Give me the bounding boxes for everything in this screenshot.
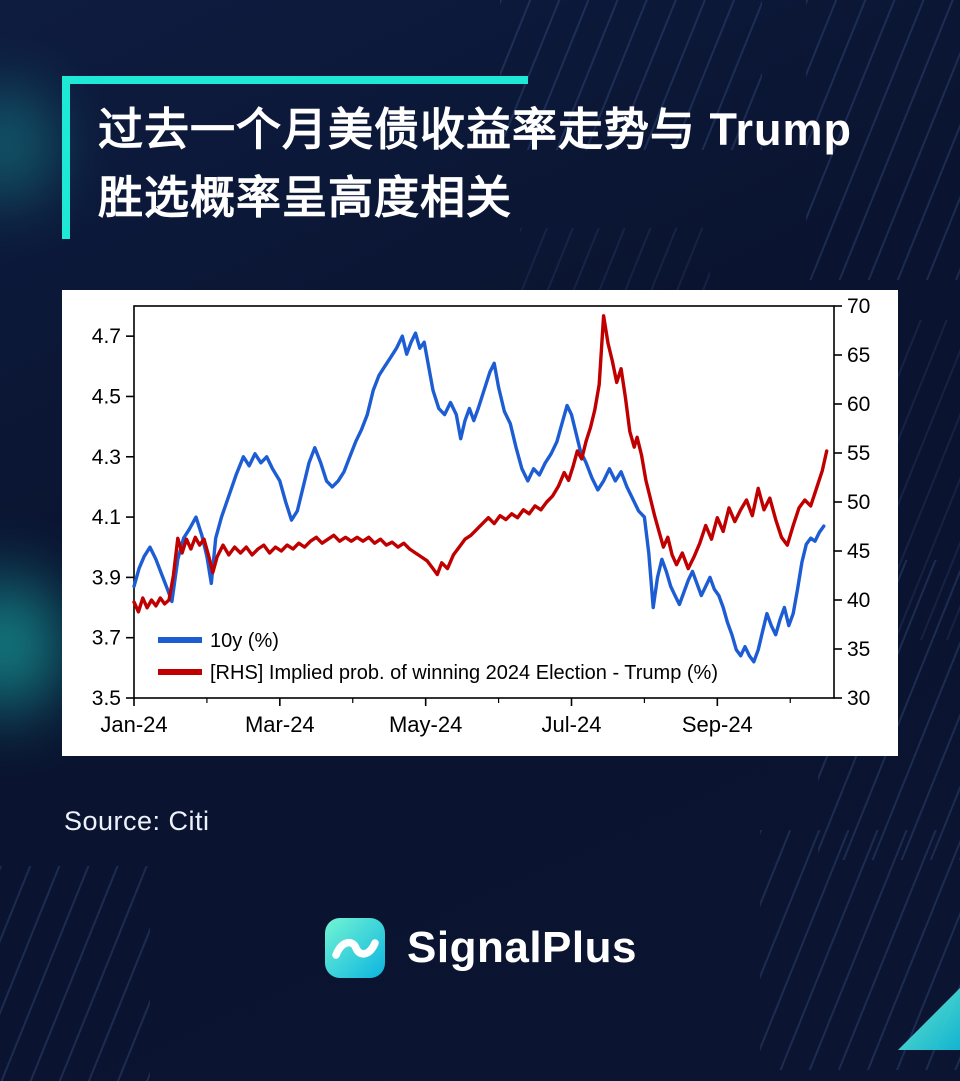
x-axis-tick-label: May-24 <box>389 712 462 737</box>
right-axis-tick-label: 65 <box>847 344 870 367</box>
legend-label-0: 10y (%) <box>210 630 279 652</box>
yield-vs-trump-probability-chart: 3.5 3.7 3.9 4.1 4.3 4.5 4.7 30 35 40 45 50 55 60 65 70 J… <box>92 295 871 737</box>
left-axis-tick-label: 4.3 <box>92 446 121 469</box>
right-axis-tick-label: 30 <box>847 687 870 710</box>
left-axis-tick-label: 3.9 <box>92 566 121 589</box>
right-axis-tick-label: 35 <box>847 638 870 661</box>
right-axis-tick-label: 50 <box>847 491 870 514</box>
brand-name: SignalPlus <box>407 923 637 972</box>
left-axis-tick-label: 4.7 <box>92 325 121 348</box>
chart-card: 3.5 3.7 3.9 4.1 4.3 4.5 4.7 30 35 40 45 50 55 60 65 70 J… <box>62 290 898 756</box>
decor-glow-top-left <box>0 40 70 250</box>
legend-label-1: [RHS] Implied prob. of winning 2024 Elec… <box>210 662 718 684</box>
right-axis-tick-label: 70 <box>847 295 870 318</box>
x-axis-tick-label: Jan-24 <box>100 712 167 737</box>
decor-teal-triangle-bottom-right <box>898 988 960 1050</box>
page-title: 过去一个月美债收益率走势与 Trump 胜选概率呈高度相关 <box>62 76 898 239</box>
left-axis-tick-label: 3.5 <box>92 687 121 710</box>
source-label: Source: Citi <box>64 806 210 836</box>
right-axis-tick-label: 40 <box>847 589 870 612</box>
right-axis-tick-label: 60 <box>847 393 870 416</box>
x-axis-tick-label: Sep-24 <box>682 712 753 737</box>
right-axis-tick-label: 45 <box>847 540 870 563</box>
left-axis-tick-label: 3.7 <box>92 627 121 650</box>
series-line-0 <box>132 331 826 664</box>
title-line-2: 胜选概率呈高度相关 <box>98 171 513 223</box>
signalplus-logo-icon <box>325 918 386 978</box>
left-axis-tick-label: 4.1 <box>92 506 121 529</box>
left-axis-tick-label: 4.5 <box>92 385 121 408</box>
brand: SignalPlus <box>0 916 960 980</box>
right-axis-tick-label: 55 <box>847 442 870 465</box>
x-axis-tick-label: Mar-24 <box>245 712 315 737</box>
series-line-1 <box>132 314 829 614</box>
x-axis-tick-label: Jul-24 <box>542 712 602 737</box>
title-line-1: 过去一个月美债收益率走势与 Trump <box>98 104 853 155</box>
